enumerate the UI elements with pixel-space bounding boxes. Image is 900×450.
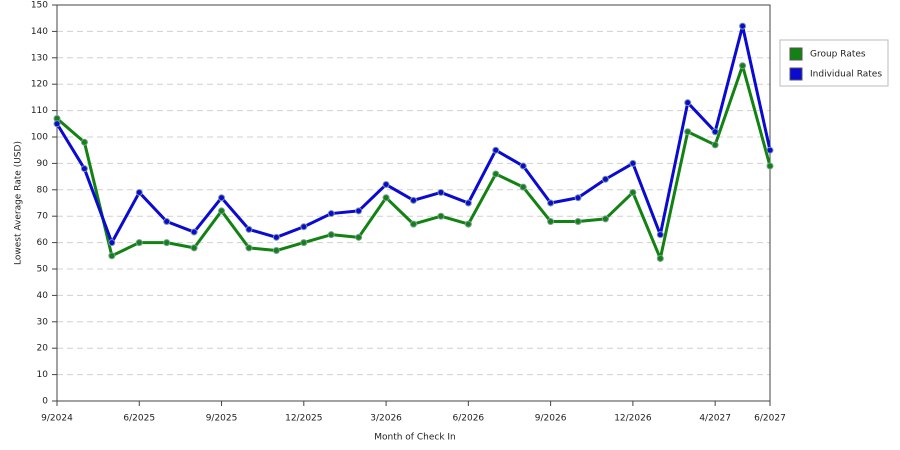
series-line xyxy=(55,24,772,245)
y-tick-label: 140 xyxy=(31,27,48,37)
data-point xyxy=(327,231,335,239)
data-point xyxy=(135,188,143,196)
data-point xyxy=(601,215,609,223)
data-point xyxy=(437,212,445,220)
data-point xyxy=(218,194,226,202)
y-tick-label: 150 xyxy=(31,1,48,11)
x-axis-label: Month of Check In xyxy=(374,433,456,443)
x-tick-label: 4/2027 xyxy=(699,414,731,424)
data-point xyxy=(519,183,527,191)
x-tick-label: 9/2024 xyxy=(41,414,73,424)
data-point xyxy=(272,233,280,241)
data-point xyxy=(739,22,747,30)
data-point xyxy=(190,244,198,252)
data-point xyxy=(108,239,116,247)
data-point xyxy=(410,196,417,204)
data-point xyxy=(108,252,116,260)
data-point xyxy=(519,162,527,170)
data-point xyxy=(464,199,472,207)
y-tick-label: 60 xyxy=(37,238,49,248)
data-point xyxy=(492,170,500,178)
legend-label: Group Rates xyxy=(810,50,866,60)
data-point xyxy=(190,228,198,236)
data-point xyxy=(656,254,664,262)
data-point xyxy=(656,231,664,239)
x-tick-label: 9/2025 xyxy=(206,414,238,424)
x-tick-label: 12/2026 xyxy=(614,414,652,424)
data-point xyxy=(574,194,582,202)
x-tick-label: 6/2027 xyxy=(754,414,786,424)
data-point xyxy=(135,239,143,247)
data-point xyxy=(300,223,308,231)
x-tick-label: 9/2026 xyxy=(535,414,567,424)
x-tick-label: 12/2025 xyxy=(285,414,322,424)
data-point xyxy=(492,146,500,154)
y-tick-label: 30 xyxy=(37,317,49,327)
data-point xyxy=(711,128,719,136)
data-point xyxy=(327,210,335,218)
data-point xyxy=(80,138,88,146)
data-point xyxy=(355,207,363,215)
y-tick-label: 120 xyxy=(31,80,48,90)
data-point xyxy=(80,165,88,173)
data-point xyxy=(300,239,308,247)
data-point xyxy=(382,181,390,189)
y-tick-label: 50 xyxy=(37,265,49,275)
data-point xyxy=(547,217,555,225)
data-point xyxy=(547,199,555,207)
y-tick-label: 90 xyxy=(37,159,49,169)
data-point xyxy=(629,159,637,167)
data-point xyxy=(163,217,171,225)
y-tick-label: 80 xyxy=(37,185,49,195)
legend-swatch xyxy=(789,67,803,81)
data-point xyxy=(163,239,171,247)
y-tick-label: 130 xyxy=(31,53,48,63)
y-tick-label: 40 xyxy=(37,291,49,301)
x-tick-label: 6/2025 xyxy=(123,414,155,424)
data-point xyxy=(355,233,363,241)
data-point xyxy=(684,128,692,136)
data-point xyxy=(684,99,692,107)
data-point xyxy=(629,188,637,196)
data-point xyxy=(218,207,226,215)
y-tick-label: 110 xyxy=(31,106,48,116)
data-point xyxy=(53,120,61,128)
data-point xyxy=(574,217,582,225)
series-line xyxy=(56,64,772,260)
data-point xyxy=(382,194,390,202)
data-point xyxy=(272,247,280,255)
data-point xyxy=(601,175,609,183)
data-point xyxy=(245,225,253,233)
y-tick-label: 100 xyxy=(31,133,48,143)
legend-swatch xyxy=(789,47,803,61)
y-tick-label: 20 xyxy=(37,344,49,354)
data-point xyxy=(711,141,719,149)
plot-frame xyxy=(56,4,771,402)
x-tick-label: 3/2026 xyxy=(370,414,402,424)
x-tick-label: 6/2026 xyxy=(453,414,485,424)
data-point xyxy=(245,244,253,252)
y-tick-label: 0 xyxy=(42,397,48,407)
data-point xyxy=(437,188,445,196)
y-axis-label: Lowest Average Rate (USD) xyxy=(14,141,24,265)
data-point xyxy=(464,220,472,228)
y-tick-label: 10 xyxy=(37,370,49,380)
data-point xyxy=(739,62,747,70)
data-point xyxy=(766,146,774,154)
legend-label: Individual Rates xyxy=(810,70,882,80)
data-point xyxy=(410,220,417,228)
data-point xyxy=(766,162,774,170)
y-tick-label: 70 xyxy=(37,212,49,222)
